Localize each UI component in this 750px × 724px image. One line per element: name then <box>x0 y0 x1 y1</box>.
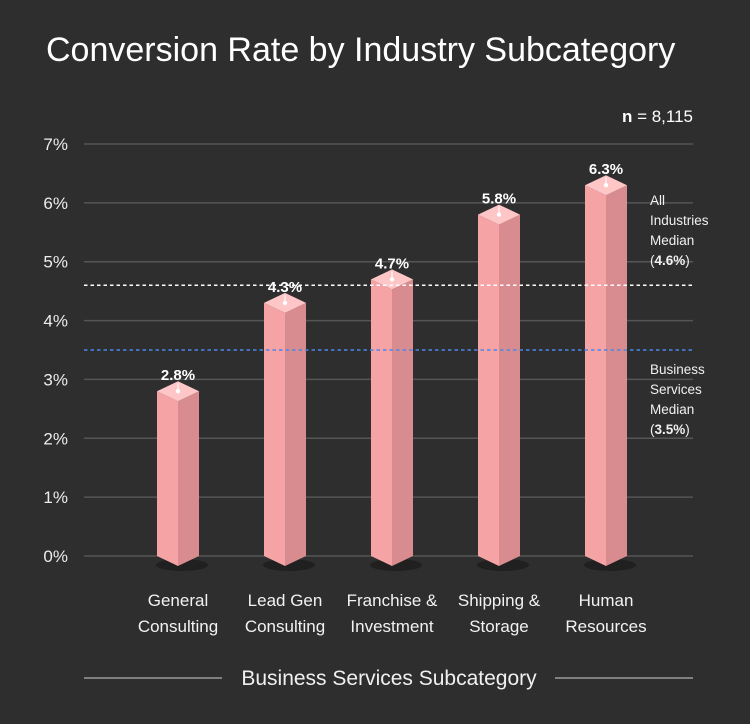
bar-side-face <box>606 185 627 566</box>
value-marker-dot <box>496 212 502 217</box>
category-label-line: Consulting <box>138 617 218 636</box>
reference-label-value: ( <box>650 422 655 437</box>
reference-lines: All Industries Median (4.6%) Business Service… <box>84 193 709 437</box>
bar: 2.8% <box>156 367 208 571</box>
sample-size-value: = 8,115 <box>632 107 693 126</box>
y-tick-label: 4% <box>43 312 68 331</box>
category-label: Human Resources <box>565 591 646 636</box>
category-label-line: Human <box>579 591 634 610</box>
bar-side-face <box>392 279 413 566</box>
y-tick-label: 0% <box>43 547 68 566</box>
value-marker-dot <box>282 300 288 306</box>
x-axis-title: Business Services Subcategory <box>241 667 537 690</box>
y-tick-label: 6% <box>43 194 68 213</box>
category-label-line: Storage <box>469 617 529 636</box>
bar: 4.7% <box>370 255 422 571</box>
reference-label-line: Services <box>650 382 702 397</box>
value-marker-dot <box>175 389 181 394</box>
category-label-line: Franchise & <box>347 591 438 610</box>
reference-label-line: Median <box>650 233 694 248</box>
category-label-line: Shipping & <box>458 591 541 610</box>
bar-front-face <box>264 302 285 566</box>
y-tick-label: 5% <box>43 253 68 272</box>
bar-shadow <box>370 559 422 571</box>
reference-label-line: Business <box>650 362 705 377</box>
bar-side-face <box>285 302 306 566</box>
bar-shadow <box>263 559 315 571</box>
bar-shadow <box>584 559 636 571</box>
reference-line-label: All Industries Median (4.6%) <box>650 193 709 268</box>
category-label-line: Consulting <box>245 617 325 636</box>
sample-size-n: n <box>622 107 632 126</box>
y-tick-label: 7% <box>43 135 68 154</box>
bar-value-label: 4.7% <box>375 255 409 272</box>
bar-value-label: 2.8% <box>161 367 195 384</box>
bar-front-face <box>157 391 178 566</box>
category-label: Franchise & Investment <box>347 591 438 636</box>
reference-value-close: ) <box>685 422 690 437</box>
category-label: General Consulting <box>138 591 218 636</box>
bar-shadow <box>156 559 208 571</box>
bars: 2.8% 4.3% 4.7% 5.8% 6.3% <box>156 161 636 571</box>
reference-line-label: Business Services Median (3.5%) <box>650 362 705 437</box>
reference-line: Business Services Median (3.5%) <box>84 349 705 437</box>
reference-line: All Industries Median (4.6%) <box>84 193 709 287</box>
category-label: Shipping & Storage <box>458 591 541 636</box>
reference-label-line: All <box>650 193 665 208</box>
category-labels: General Consulting Lead Gen Consulting Franc… <box>138 591 647 636</box>
bar: 6.3% <box>584 161 636 571</box>
value-marker-dot <box>389 277 395 282</box>
bar-side-face <box>178 391 199 566</box>
bar-front-face <box>371 279 392 566</box>
category-label-line: Lead Gen <box>248 591 323 610</box>
category-label-line: Resources <box>565 617 646 636</box>
value-marker-dot <box>603 183 609 188</box>
y-axis-ticks: 0% 1% 2% 3% 4% 5% 6% 7% <box>43 135 68 566</box>
bar-side-face <box>499 214 520 566</box>
bar-value-label: 5.8% <box>482 191 516 208</box>
reference-label-line: Industries <box>650 213 709 228</box>
bar: 5.8% <box>477 191 529 571</box>
reference-label-line: Median <box>650 402 694 417</box>
category-label-line: General <box>148 591 208 610</box>
chart-title: Conversion Rate by Industry Subcategory <box>46 31 675 69</box>
y-tick-label: 3% <box>43 370 68 389</box>
y-tick-label: 2% <box>43 429 68 448</box>
bar-front-face <box>478 214 499 566</box>
bar-front-face <box>585 185 606 566</box>
bar-shadow <box>477 559 529 571</box>
reference-value-bold: 4.6% <box>655 253 686 268</box>
reference-value-bold: 3.5% <box>655 422 686 437</box>
sample-size-label: n = 8,115 <box>622 107 693 126</box>
y-tick-label: 1% <box>43 488 68 507</box>
bar-value-label: 6.3% <box>589 161 623 178</box>
bar: 4.3% <box>263 279 315 571</box>
category-label-line: Investment <box>350 617 433 636</box>
bar-value-label: 4.3% <box>268 279 302 296</box>
category-label: Lead Gen Consulting <box>245 591 325 636</box>
reference-value-close: ) <box>685 253 690 268</box>
reference-label-value: ( <box>650 253 655 268</box>
